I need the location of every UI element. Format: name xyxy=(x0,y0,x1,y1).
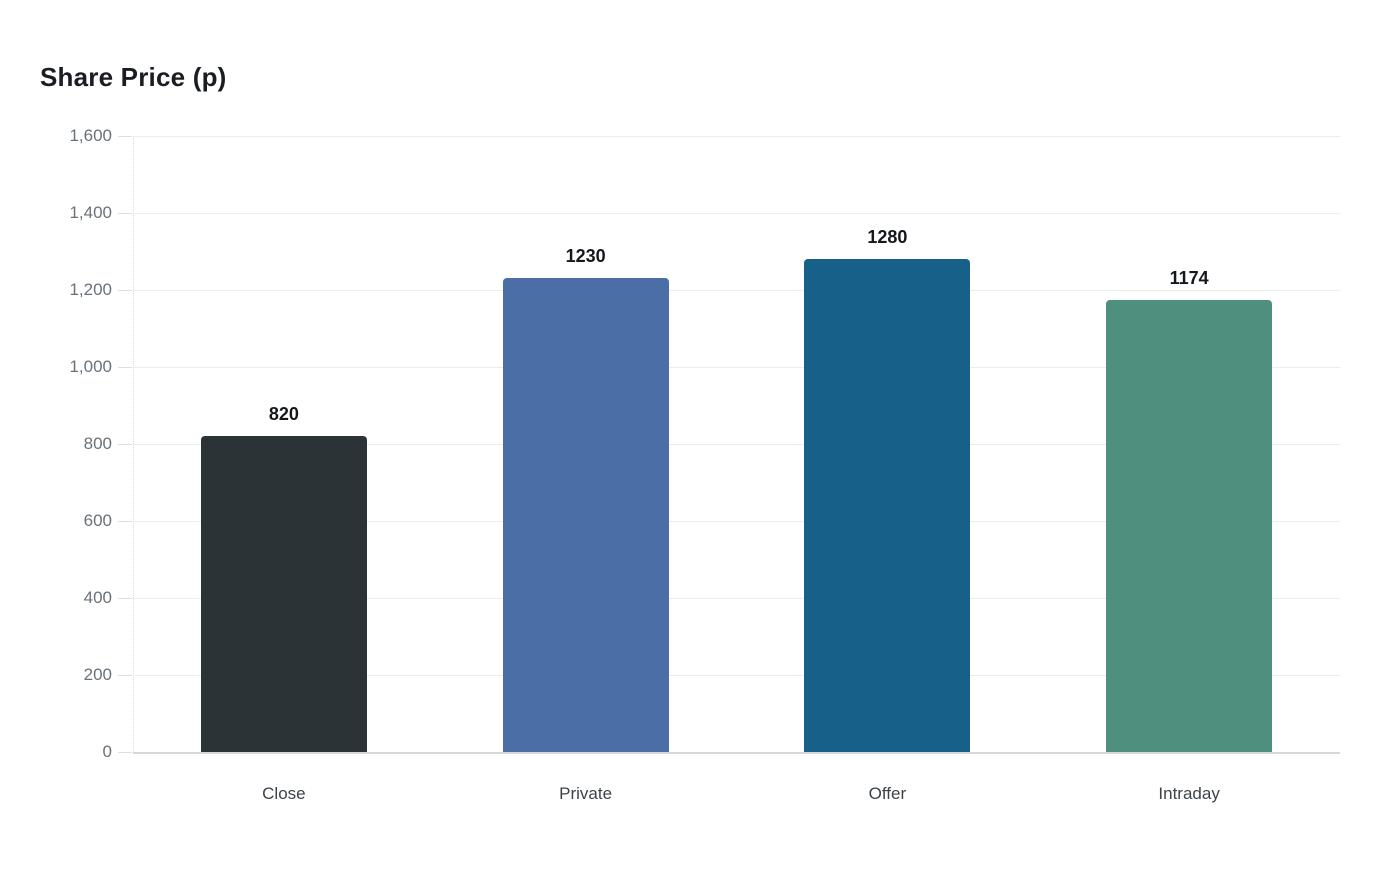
gridline xyxy=(133,598,1340,599)
x-category-label: Offer xyxy=(868,784,907,803)
y-tick-label: 800 xyxy=(83,434,112,453)
x-category-label: Close xyxy=(262,784,306,803)
y-tick-label: 400 xyxy=(83,588,112,607)
gridline xyxy=(133,444,1340,445)
gridline xyxy=(133,213,1340,214)
y-tick-label: 1,000 xyxy=(69,357,112,376)
y-tick-mark xyxy=(118,752,132,753)
bar-intraday xyxy=(1106,300,1273,752)
y-tick-mark xyxy=(118,213,132,214)
y-tick-mark xyxy=(118,367,132,368)
gridline xyxy=(133,521,1340,522)
bar-value-label: 1174 xyxy=(1169,268,1209,288)
y-tick-label: 1,600 xyxy=(69,126,112,145)
bar-value-label: 1230 xyxy=(565,246,606,267)
y-tick-mark xyxy=(118,136,132,137)
x-axis-baseline xyxy=(133,752,1340,754)
bar-close xyxy=(200,436,367,752)
y-tick-label: 1,400 xyxy=(69,203,112,222)
plot-area: 820 1230 1280 1174 xyxy=(133,136,1340,754)
bar-offer xyxy=(804,259,971,752)
gridline xyxy=(133,290,1340,291)
gridline xyxy=(133,367,1340,368)
gridline xyxy=(133,136,1340,137)
bar-private xyxy=(502,278,669,752)
bar-value-label: 820 xyxy=(268,404,299,425)
chart-title: Share Price (p) xyxy=(40,62,227,92)
x-category-label: Intraday xyxy=(1158,784,1220,803)
gridline xyxy=(133,675,1340,676)
y-tick-mark xyxy=(118,675,132,676)
y-tick-mark xyxy=(118,444,132,445)
y-tick-label: 1,200 xyxy=(69,280,112,299)
y-tick-mark xyxy=(118,598,132,599)
y-tick-label: 0 xyxy=(102,742,112,761)
y-tick-mark xyxy=(118,521,132,522)
x-category-label: Private xyxy=(559,784,613,803)
bar-value-label: 1280 xyxy=(867,227,908,248)
y-tick-mark xyxy=(118,290,132,291)
y-tick-label: 200 xyxy=(83,665,112,684)
y-tick-label: 600 xyxy=(83,511,112,530)
